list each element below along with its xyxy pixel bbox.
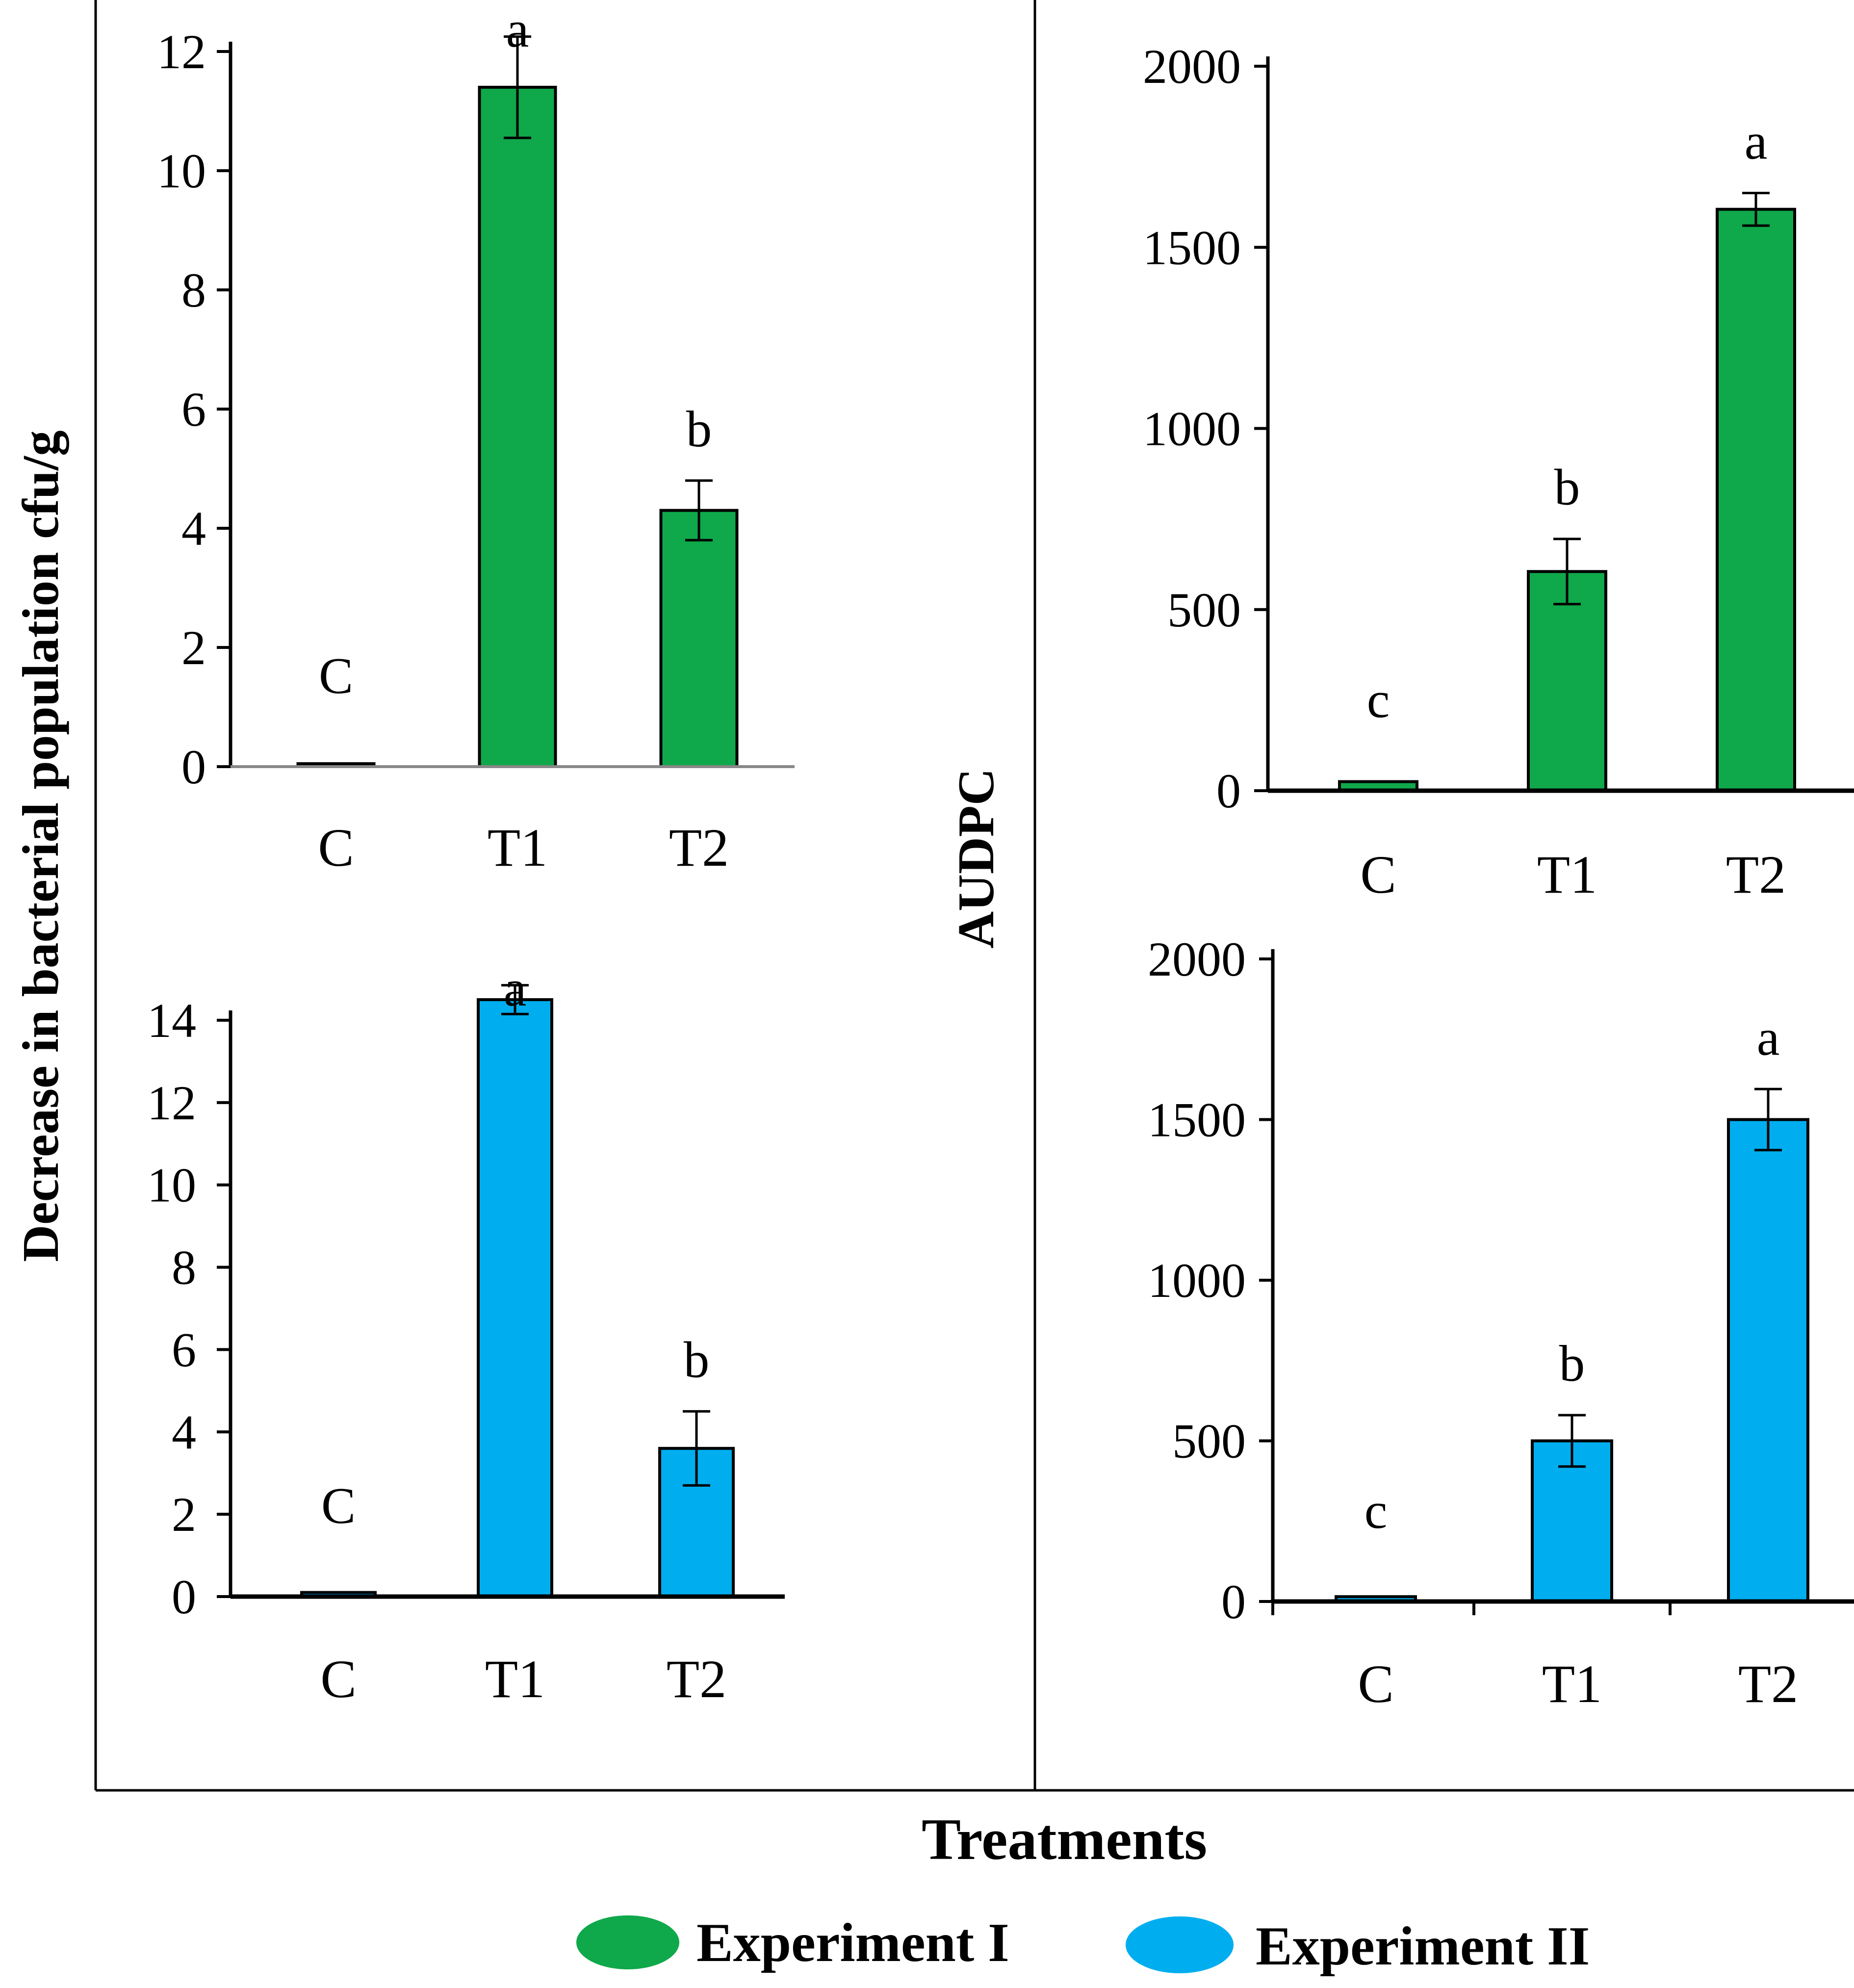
significance-label: c — [1367, 671, 1390, 728]
significance-label: a — [504, 959, 527, 1017]
y-tick-label: 0 — [1216, 764, 1241, 818]
significance-label: b — [684, 1331, 710, 1388]
legend-label-experiment-2: Experiment II — [1256, 1916, 1590, 1977]
significance-label: C — [319, 647, 353, 704]
bar-t2 — [1727, 1118, 1809, 1603]
legend-swatch-experiment-1 — [576, 1915, 679, 1969]
y-tick-label: 0 — [1221, 1575, 1246, 1629]
audpc-exp1-chart: 0 500 1000 1500 2000 c Cb T1 a T2 — [1143, 39, 1854, 904]
significance-label: C — [321, 1477, 356, 1534]
y-tick-label: 8 — [181, 263, 206, 317]
y-tick-label: 6 — [172, 1322, 196, 1377]
y-tick-label: 10 — [157, 144, 206, 198]
y-tick-label: 1000 — [1143, 402, 1241, 456]
y-tick-label: 14 — [147, 993, 196, 1048]
bar-t1 — [477, 998, 553, 1598]
y-tick-label: 0 — [172, 1570, 196, 1624]
y-tick-label: 6 — [181, 382, 206, 437]
category-label: T1 — [485, 1649, 545, 1709]
significance-label: c — [1365, 1482, 1388, 1539]
bar-t2 — [659, 509, 739, 769]
y-tick-label: 1000 — [1148, 1253, 1246, 1308]
y-tick-label: 2000 — [1143, 39, 1241, 94]
bar-t1 — [478, 85, 557, 768]
significance-label: a — [506, 0, 529, 58]
x-axis-label: Treatments — [922, 1807, 1207, 1872]
category-label: C — [318, 818, 354, 878]
significance-label: a — [1745, 112, 1768, 170]
y-tick-label: 1500 — [1148, 1093, 1246, 1147]
significance-label: a — [1757, 1008, 1780, 1066]
y-tick-label: 2 — [181, 620, 206, 675]
y-tick-label: 1500 — [1143, 220, 1241, 275]
y-tick-label: 0 — [181, 740, 206, 794]
y-tick-label: 2000 — [1148, 932, 1246, 986]
y-tick-label: 8 — [172, 1240, 196, 1295]
significance-label: b — [686, 400, 712, 458]
category-label: C — [1360, 845, 1396, 904]
category-label: T1 — [1537, 845, 1597, 904]
y-tick-label: 10 — [147, 1158, 196, 1213]
legend-swatch-experiment-2 — [1126, 1916, 1234, 1973]
bar-t1 — [1527, 570, 1607, 793]
category-label: C — [320, 1649, 356, 1709]
y-tick-label: 500 — [1172, 1414, 1246, 1469]
category-label: T2 — [1726, 845, 1786, 904]
category-label: T2 — [1738, 1654, 1798, 1714]
category-label: T1 — [1542, 1654, 1602, 1714]
significance-label: b — [1554, 459, 1580, 516]
y-tick-label: 12 — [157, 25, 206, 79]
y-tick-label: 4 — [172, 1405, 196, 1459]
bar-t2 — [1716, 207, 1796, 792]
population-exp2-chart: 0 2 4 6 8 10 12 14 C Ca T1 b T2 — [147, 959, 785, 1709]
left-y-axis-label: Decrease in bacterial population cfu/g — [12, 430, 69, 1262]
audpc-exp2-chart: 0 500 1000 1500 2000 c Cb T1 a T2 — [1148, 932, 1854, 1714]
y-tick-label: 4 — [181, 501, 206, 556]
legend: Experiment I Experiment II — [576, 1912, 1590, 1977]
category-label: T1 — [488, 818, 547, 878]
significance-label: b — [1559, 1335, 1585, 1392]
y-tick-label: 2 — [172, 1487, 196, 1542]
category-label: T2 — [667, 1649, 726, 1709]
right-y-axis-label: AUDPC — [947, 768, 1004, 948]
y-tick-label: 500 — [1167, 583, 1241, 637]
legend-label-experiment-1: Experiment I — [696, 1912, 1009, 1973]
y-tick-label: 12 — [147, 1076, 196, 1130]
category-label: C — [1358, 1654, 1393, 1714]
category-label: T2 — [669, 818, 729, 878]
population-exp1-chart: 0 2 4 6 8 10 12 C Ca T1 b T2 — [157, 0, 795, 878]
